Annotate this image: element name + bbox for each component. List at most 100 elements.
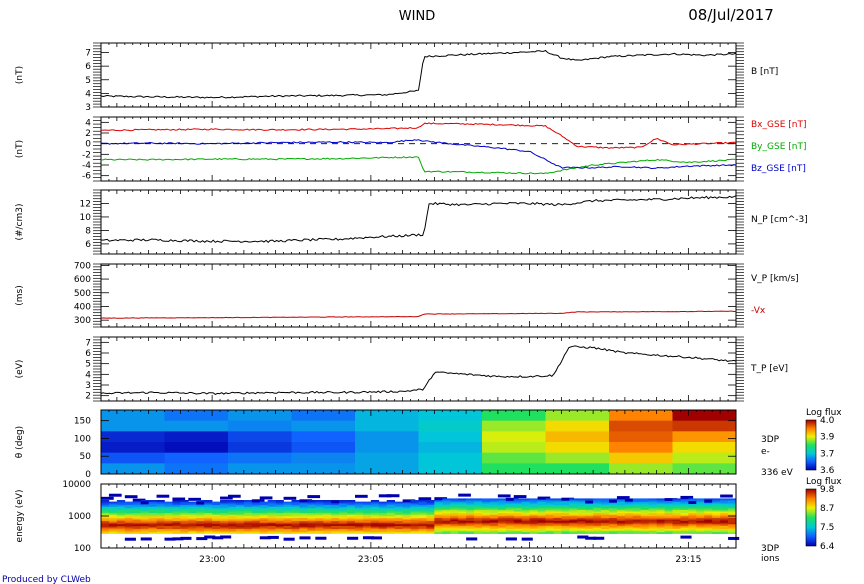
spectrogram-cell (180, 500, 189, 502)
spectrogram-cell (505, 504, 515, 507)
spectrogram-cell (529, 509, 538, 512)
spectrogram-cell (156, 527, 165, 530)
spectrogram-cell (339, 528, 348, 531)
spectrogram-cell (370, 504, 380, 507)
spectrogram-cell (220, 511, 229, 514)
spectrogram-cell (680, 522, 689, 525)
spectrogram-cell (553, 508, 562, 510)
spectrogram-cell (124, 522, 134, 525)
spectrogram-cell (680, 535, 692, 539)
spectrogram-cell (609, 520, 618, 523)
spectrogram-cell (331, 503, 340, 506)
y-tick-label: 3 (85, 103, 91, 113)
spectrogram-cell (180, 536, 192, 540)
spectrogram-cell (228, 528, 237, 531)
spectrogram-cell (315, 522, 324, 525)
spectrogram-cell (386, 511, 395, 514)
spectrogram-cell (370, 517, 380, 520)
series-label: Bx_GSE [nT] (751, 120, 806, 130)
spectrogram-cell (339, 516, 348, 518)
spectrogram-cell (561, 522, 570, 525)
spectrogram-cell (323, 508, 332, 510)
spectrogram-cell (624, 498, 638, 502)
spectrogram-cell (212, 520, 221, 523)
spectrogram-cell (108, 508, 118, 510)
spectrogram-cell (410, 500, 419, 502)
spectrogram-cell (553, 500, 562, 502)
spectrogram-cell (140, 530, 149, 533)
spectrogram-cell (331, 514, 340, 517)
spectrogram-cell (466, 517, 475, 520)
spectrogram-cell (466, 498, 475, 501)
spectrogram-cell (434, 524, 443, 526)
spectrogram-cell (228, 503, 237, 506)
spectrogram-cell (513, 527, 522, 530)
spectrogram-cell (609, 509, 618, 512)
spectrogram-cell (204, 500, 213, 502)
spectrogram-cell (529, 517, 538, 520)
spectrogram-cell (720, 512, 729, 515)
spectrogram-cell (521, 501, 530, 504)
spectrogram-cell (561, 511, 570, 514)
spectrogram-cell (251, 532, 261, 534)
spectrogram-cell (172, 525, 181, 528)
spectrogram-cell (148, 511, 157, 514)
spectrogram-cell (680, 514, 689, 517)
spectrogram-cell (513, 511, 522, 514)
spectrogram-cell (402, 532, 411, 534)
spectrogram-cell (243, 500, 253, 502)
spectrogram-cell (386, 501, 395, 504)
spectrogram-cell (561, 524, 570, 526)
spectrogram-cell (204, 509, 213, 512)
spectrogram-cell (458, 514, 467, 517)
spectrogram-cell (624, 506, 634, 509)
heatmap-cell (164, 410, 229, 422)
spectrogram-cell (529, 528, 538, 531)
spectrogram-cell (124, 516, 134, 518)
spectrogram-cell (323, 512, 332, 515)
spectrogram-cell (410, 506, 419, 509)
spectrogram-cell (458, 493, 471, 497)
spectrogram-cell (283, 508, 292, 510)
spectrogram-cell (116, 511, 126, 514)
spectrogram-cell (593, 511, 602, 514)
spectrogram-cell (156, 511, 165, 514)
spectrogram-cell (108, 527, 118, 530)
spectrogram-cell (299, 525, 308, 528)
spectrogram-cell (418, 525, 427, 528)
heatmap-cell (609, 410, 673, 422)
spectrogram-cell (243, 517, 253, 520)
spectrogram-cell (474, 508, 483, 510)
spectrogram-cell (164, 516, 173, 518)
spectrogram-cell (553, 522, 562, 525)
spectrogram-cell (497, 517, 507, 520)
spectrogram-cell (712, 498, 721, 501)
spectrogram-cell (355, 519, 364, 522)
spectrogram-cell (156, 524, 165, 526)
spectrogram-cell (140, 527, 149, 530)
spectrogram-cell (688, 512, 697, 515)
spectrogram-cell (108, 532, 118, 534)
spectrogram-cell (331, 532, 340, 534)
spectrogram-cell (124, 495, 138, 499)
spectrogram-cell (458, 503, 467, 506)
spectrogram-cell (148, 528, 157, 531)
spectrogram-cell (545, 524, 554, 526)
spectrogram-cell (323, 528, 332, 531)
spectrogram-cell (156, 501, 165, 504)
spectrogram-cell (275, 525, 284, 528)
spectrogram-cell (132, 504, 141, 507)
spectrogram-cell (521, 525, 530, 528)
y-tick-label: 500 (74, 289, 91, 299)
spectrogram-cell (704, 530, 713, 533)
spectrogram-cell (196, 512, 205, 515)
y-axis-label: (nT) (15, 66, 25, 84)
spectrogram-cell (585, 527, 594, 530)
spectrogram-cell (204, 532, 213, 534)
spectrogram-cell (624, 524, 634, 526)
spectrogram-cell (402, 506, 411, 509)
spectrogram-cell (466, 520, 475, 523)
spectrogram-cell (712, 504, 721, 507)
spectrogram-cell (172, 537, 184, 541)
spectrogram-cell (537, 525, 546, 528)
